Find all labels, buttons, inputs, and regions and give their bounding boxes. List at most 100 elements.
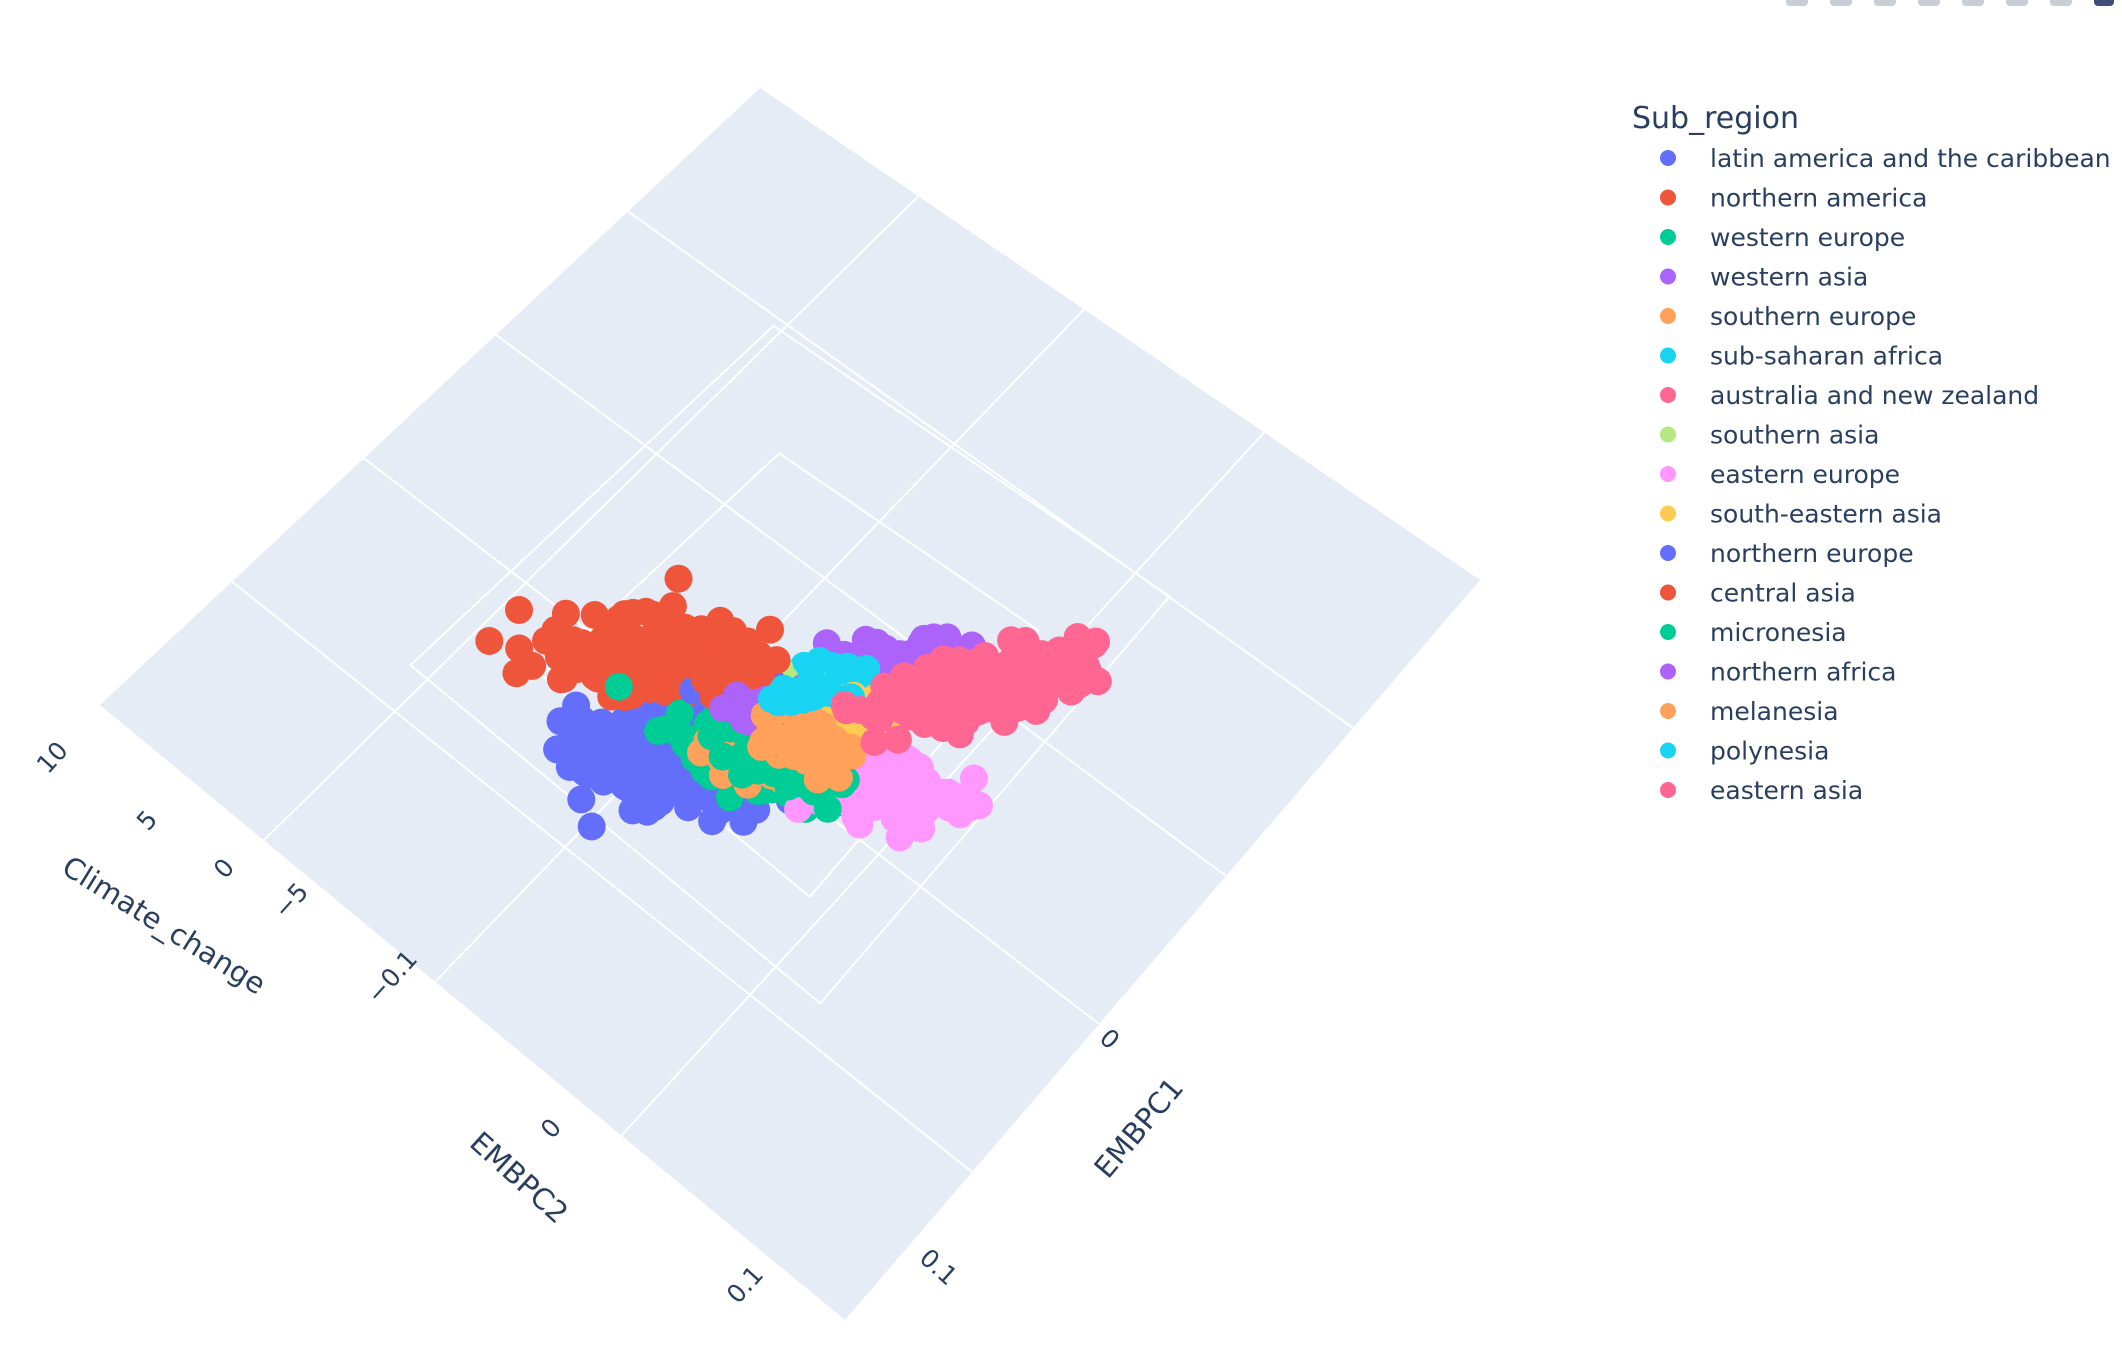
reset-camera-icon[interactable] xyxy=(2006,0,2028,6)
data-point[interactable] xyxy=(665,699,694,728)
data-point[interactable] xyxy=(518,651,547,680)
legend-item[interactable]: south-eastern asia xyxy=(1660,500,1942,529)
plotly-logo-icon[interactable] xyxy=(2094,0,2114,6)
data-point[interactable] xyxy=(1031,645,1060,674)
data-point[interactable] xyxy=(875,757,904,786)
data-point[interactable] xyxy=(808,677,837,706)
hover-icon[interactable] xyxy=(2050,0,2072,6)
legend-marker xyxy=(1660,742,1676,759)
data-point[interactable] xyxy=(577,812,606,841)
legend-item[interactable]: melanesia xyxy=(1660,697,1839,726)
camera-icon[interactable] xyxy=(1786,0,1808,6)
legend-marker xyxy=(1660,308,1676,324)
legend-item[interactable]: western asia xyxy=(1660,263,1868,292)
data-point[interactable] xyxy=(578,760,607,789)
data-point[interactable] xyxy=(1048,668,1077,697)
zoom-icon[interactable] xyxy=(1830,0,1852,6)
legend-label: northern america xyxy=(1710,184,1927,213)
data-point[interactable] xyxy=(568,705,597,734)
legend-item[interactable]: australia and new zealand xyxy=(1660,381,2039,410)
data-point[interactable] xyxy=(1017,683,1046,712)
data-point[interactable] xyxy=(830,690,859,719)
data-point[interactable] xyxy=(1083,667,1112,696)
legend-item[interactable]: eastern asia xyxy=(1660,776,1863,805)
legend-item[interactable]: latin america and the caribbean xyxy=(1660,144,2111,173)
legend-item[interactable]: northern europe xyxy=(1660,539,1914,568)
legend-item[interactable]: micronesia xyxy=(1660,618,1847,647)
x-axis-title: EMBPC1 xyxy=(1087,1071,1190,1184)
data-point[interactable] xyxy=(604,672,633,701)
legend-item[interactable]: central asia xyxy=(1660,579,1856,608)
data-point[interactable] xyxy=(618,796,647,825)
series-eastern-asia[interactable] xyxy=(830,623,1112,756)
legend-item[interactable]: southern europe xyxy=(1660,302,1916,331)
legend-marker xyxy=(1660,150,1676,166)
data-point[interactable] xyxy=(743,756,772,785)
data-point[interactable] xyxy=(896,702,925,731)
data-points[interactable] xyxy=(475,564,1112,852)
legend-marker xyxy=(1660,426,1676,443)
data-point[interactable] xyxy=(603,607,632,636)
data-point[interactable] xyxy=(593,647,622,676)
data-point[interactable] xyxy=(819,740,848,769)
data-point[interactable] xyxy=(567,785,596,814)
data-point[interactable] xyxy=(709,694,738,723)
data-point[interactable] xyxy=(900,798,929,827)
series-central-asia[interactable] xyxy=(656,640,791,710)
data-point[interactable] xyxy=(664,564,693,593)
data-point[interactable] xyxy=(860,728,889,756)
data-point[interactable] xyxy=(634,756,663,784)
data-point[interactable] xyxy=(973,687,1002,716)
legend-label: eastern europe xyxy=(1710,460,1900,489)
data-point[interactable] xyxy=(505,596,533,624)
legend[interactable]: Sub_region latin america and the caribbe… xyxy=(1632,101,2111,805)
legend-item[interactable]: southern asia xyxy=(1660,421,1879,450)
data-point[interactable] xyxy=(546,665,575,694)
data-point[interactable] xyxy=(640,792,669,821)
legend-item[interactable]: polynesia xyxy=(1660,737,1829,766)
legend-marker xyxy=(1660,347,1676,364)
legend-item[interactable]: sub-saharan africa xyxy=(1660,342,1943,371)
legend-label: melanesia xyxy=(1710,697,1839,726)
data-point[interactable] xyxy=(475,627,504,655)
legend-label: south-eastern asia xyxy=(1710,500,1942,529)
data-point[interactable] xyxy=(950,664,979,693)
legend-item[interactable]: western europe xyxy=(1660,223,1905,252)
data-point[interactable] xyxy=(758,721,786,750)
legend-title: Sub_region xyxy=(1632,101,1799,136)
legend-marker xyxy=(1660,545,1676,561)
orbit-icon[interactable] xyxy=(1918,0,1940,6)
data-point[interactable] xyxy=(683,627,712,655)
pan-icon[interactable] xyxy=(1874,0,1896,6)
data-point[interactable] xyxy=(791,728,820,757)
series-polynesia[interactable] xyxy=(758,665,866,718)
modebar[interactable] xyxy=(1786,0,2122,8)
data-point[interactable] xyxy=(960,764,988,793)
scene-3d[interactable] xyxy=(100,88,1480,1320)
series-melanesia[interactable] xyxy=(747,696,867,794)
legend-marker xyxy=(1660,703,1676,719)
legend-item[interactable]: northern america xyxy=(1660,184,1927,213)
data-point[interactable] xyxy=(769,674,798,703)
gridline xyxy=(627,210,1354,729)
data-point[interactable] xyxy=(923,686,952,715)
data-point[interactable] xyxy=(885,823,914,852)
data-point[interactable] xyxy=(852,654,881,683)
legend-item[interactable]: eastern europe xyxy=(1660,460,1900,489)
data-point[interactable] xyxy=(656,644,685,673)
data-point[interactable] xyxy=(580,601,609,629)
data-point[interactable] xyxy=(855,784,883,813)
data-point[interactable] xyxy=(601,719,630,747)
data-point[interactable] xyxy=(545,643,573,672)
data-point[interactable] xyxy=(621,626,650,655)
data-point[interactable] xyxy=(756,615,784,644)
data-point[interactable] xyxy=(679,779,708,808)
legend-item[interactable]: northern africa xyxy=(1660,658,1897,687)
data-point[interactable] xyxy=(883,725,912,754)
data-point[interactable] xyxy=(1012,662,1041,691)
data-point[interactable] xyxy=(1067,632,1096,661)
data-point[interactable] xyxy=(546,707,575,736)
turntable-icon[interactable] xyxy=(1962,0,1984,6)
data-point[interactable] xyxy=(813,794,842,823)
